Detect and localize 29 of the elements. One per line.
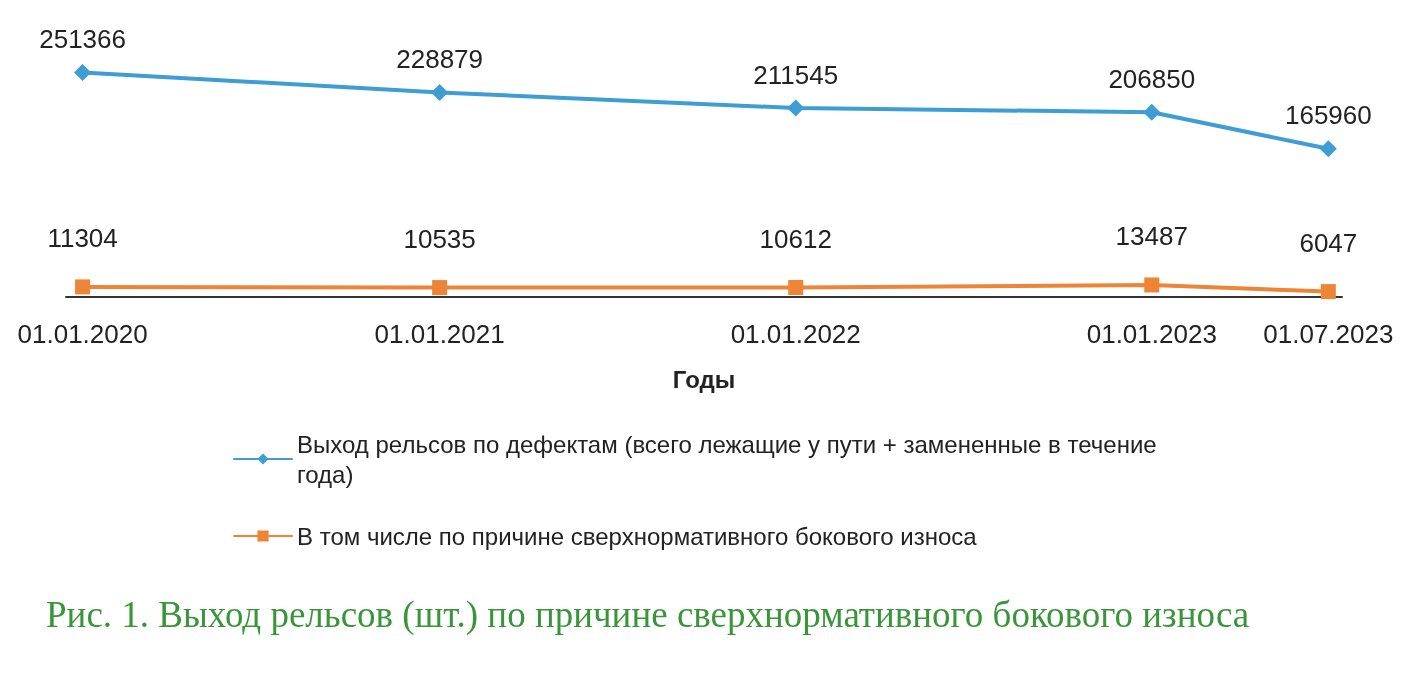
data-label: 13487 [1115, 221, 1188, 252]
point [1144, 277, 1160, 293]
point [787, 99, 805, 117]
data-label: 206850 [1108, 63, 1196, 94]
legend-label: В том числе по причине сверхнормативного бокового износа [297, 522, 978, 550]
x-tick-label: 01.01.2023 [1086, 319, 1217, 349]
point [431, 84, 449, 102]
data-label: 211545 [753, 59, 839, 90]
point [432, 280, 448, 296]
point [1320, 284, 1336, 300]
x-tick-label: 01.07.2023 [1263, 319, 1394, 349]
x-tick-label: 01.01.2020 [17, 319, 148, 349]
point [1319, 140, 1337, 158]
data-label: 165960 [1284, 100, 1372, 131]
point [75, 279, 91, 295]
point [788, 280, 804, 296]
x-tick-label: 01.01.2022 [730, 319, 861, 349]
legend-label: Выход рельсов по дефектам (всего лежащие у пути + замененные в течение года) [297, 430, 1157, 488]
data-label: 228879 [396, 44, 484, 75]
data-label: 11304 [47, 223, 118, 254]
text: Рис. 1. Выход рельсов (шт.) по причине сверхнормативного бокового износа [46, 594, 1250, 636]
data-label: 6047 [1299, 228, 1358, 259]
point [74, 63, 92, 81]
data-label: 10612 [759, 224, 832, 255]
data-label: 251366 [39, 23, 126, 54]
x-axis-title: Годы [672, 365, 736, 393]
data-label: 10535 [403, 224, 476, 255]
x-tick-label: 01.01.2021 [374, 319, 505, 349]
point [1143, 103, 1161, 121]
